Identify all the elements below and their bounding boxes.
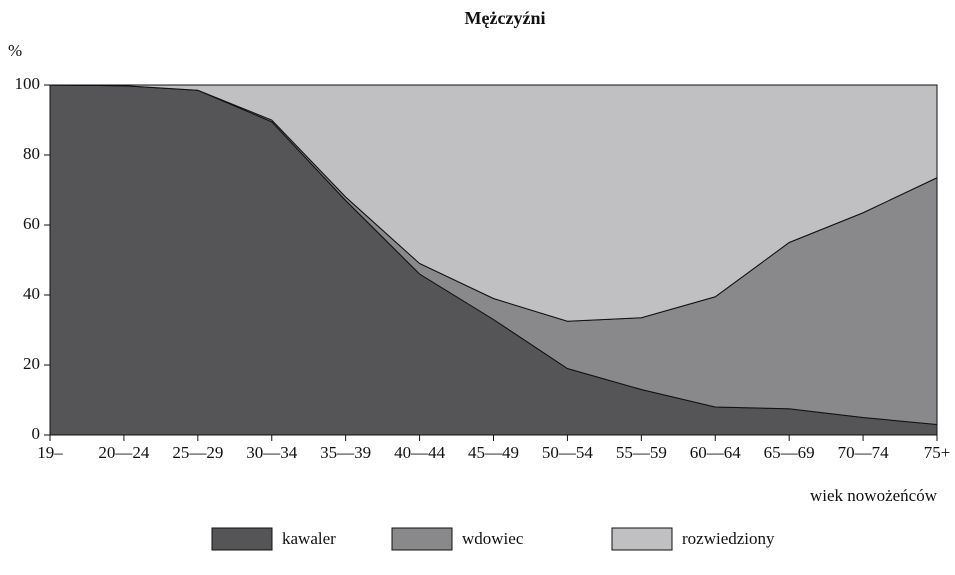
x-tick-label: 20—24 xyxy=(98,443,150,462)
y-axis-label: % xyxy=(8,41,22,60)
legend-label: rozwiedziony xyxy=(682,529,775,548)
x-tick-label: 65—69 xyxy=(764,443,815,462)
legend-swatch xyxy=(391,527,453,551)
legend-swatch xyxy=(211,527,273,551)
y-tick-label: 40 xyxy=(23,284,40,303)
x-tick-label: 45—49 xyxy=(468,443,519,462)
chart-title: Mężczyźni xyxy=(465,8,546,28)
x-tick-label: 50—54 xyxy=(542,443,594,462)
y-tick-label: 100 xyxy=(15,74,41,93)
x-tick-label: 30—34 xyxy=(246,443,298,462)
y-tick-label: 0 xyxy=(32,424,41,443)
y-tick-label: 20 xyxy=(23,354,40,373)
y-tick-label: 80 xyxy=(23,144,40,163)
x-tick-label: 60—64 xyxy=(690,443,742,462)
x-tick-label: 40—44 xyxy=(394,443,446,462)
legend-label: wdowiec xyxy=(462,529,524,548)
legend-label: kawaler xyxy=(282,529,336,548)
y-tick-label: 60 xyxy=(23,214,40,233)
x-tick-label: 19– xyxy=(37,443,63,462)
legend-swatch xyxy=(611,527,673,551)
x-tick-label: 25—29 xyxy=(172,443,223,462)
x-tick-label: 35—39 xyxy=(320,443,371,462)
x-tick-label: 70—74 xyxy=(838,443,890,462)
x-tick-label: 55—59 xyxy=(616,443,667,462)
x-tick-label: 75+ xyxy=(924,443,951,462)
x-axis-label: wiek nowożeńców xyxy=(810,486,938,505)
